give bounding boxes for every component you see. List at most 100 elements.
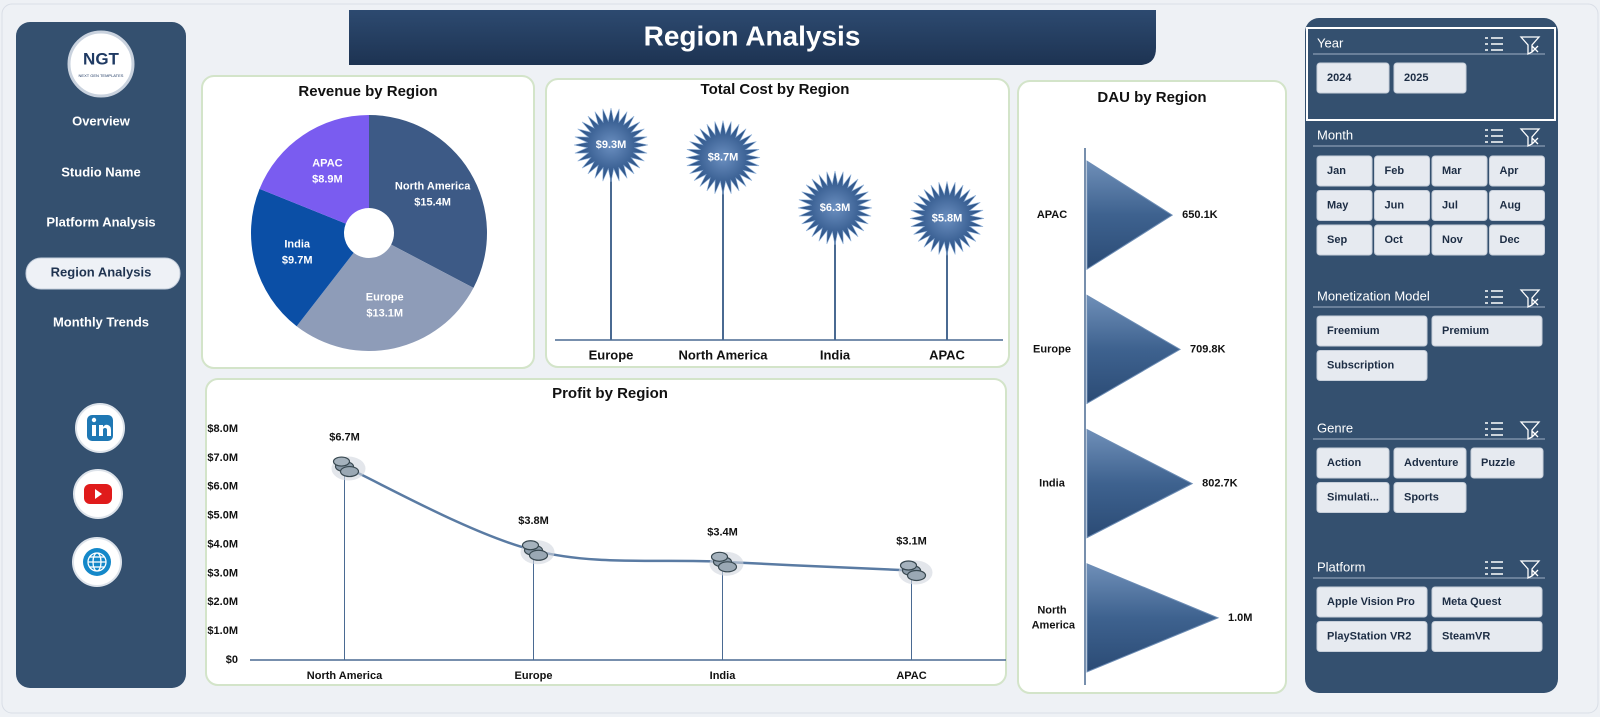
value-label: $3.1M bbox=[896, 535, 927, 547]
slice-category: Europe bbox=[366, 292, 404, 304]
x-tick-label: APAC bbox=[896, 670, 926, 682]
nav-item[interactable]: Monthly Trends bbox=[53, 314, 149, 329]
slicer-button[interactable] bbox=[1489, 190, 1545, 221]
x-tick-label: APAC bbox=[929, 347, 965, 362]
value-label: $3.4M bbox=[707, 527, 738, 539]
value-label: 802.7K bbox=[1202, 478, 1238, 490]
slicer-button-label: 2025 bbox=[1404, 72, 1428, 84]
x-tick-label: Europe bbox=[589, 347, 634, 362]
y-tick-label: $0 bbox=[226, 654, 238, 666]
value-label: $5.8M bbox=[932, 212, 963, 224]
slicer-button[interactable] bbox=[1489, 224, 1545, 256]
slicer-button[interactable] bbox=[1316, 482, 1390, 513]
slicer-title: Year bbox=[1317, 35, 1344, 50]
nav-item[interactable]: Platform Analysis bbox=[46, 214, 155, 229]
clear-filter-icon[interactable] bbox=[1519, 560, 1541, 580]
clear-filter-icon[interactable] bbox=[1519, 128, 1541, 148]
pie-slice bbox=[369, 115, 487, 288]
slicer-button-label: 2024 bbox=[1327, 72, 1352, 84]
slicer-button[interactable] bbox=[1374, 155, 1430, 187]
nav-item[interactable]: Studio Name bbox=[61, 164, 140, 179]
logo bbox=[67, 30, 135, 98]
slicer-button[interactable] bbox=[1431, 224, 1488, 256]
pie-slice bbox=[259, 115, 369, 224]
slicer-button[interactable] bbox=[1316, 224, 1373, 256]
y-tick-label: $5.0M bbox=[207, 510, 238, 522]
slicer-button[interactable] bbox=[1316, 586, 1428, 618]
slicer-title: Month bbox=[1317, 127, 1353, 142]
multi-select-icon[interactable] bbox=[1485, 129, 1503, 143]
dau-triangle bbox=[1086, 294, 1181, 405]
slicer-button[interactable] bbox=[1431, 155, 1488, 187]
multi-select-icon[interactable] bbox=[1485, 561, 1503, 575]
x-tick-label: Europe bbox=[515, 670, 553, 682]
slicer-button[interactable] bbox=[1393, 62, 1467, 94]
y-tick-label: $8.0M bbox=[207, 423, 238, 435]
slicer-button[interactable] bbox=[1431, 315, 1543, 347]
slicer-button[interactable] bbox=[1374, 224, 1430, 256]
slicer-button-label: Nov bbox=[1442, 234, 1464, 246]
slicer-button[interactable] bbox=[1393, 482, 1467, 513]
multi-select-icon[interactable] bbox=[1485, 290, 1503, 304]
chart-title: Profit by Region bbox=[552, 385, 668, 402]
value-label: 709.8K bbox=[1190, 343, 1226, 355]
y-tick-label: $3.0M bbox=[207, 567, 238, 579]
y-tick-label: $4.0M bbox=[207, 538, 238, 550]
slicer-title: Genre bbox=[1317, 420, 1353, 435]
coin bbox=[717, 561, 738, 573]
card bbox=[545, 78, 1010, 368]
slicer-button[interactable] bbox=[1489, 155, 1545, 187]
coin bbox=[899, 560, 918, 571]
slicer-button[interactable] bbox=[1316, 155, 1373, 187]
slicer-button[interactable] bbox=[1431, 621, 1543, 652]
slicer-button-label: Meta Quest bbox=[1442, 596, 1502, 608]
slice-value: $15.4M bbox=[414, 196, 451, 208]
coin bbox=[528, 549, 549, 561]
multi-select-icon[interactable] bbox=[1485, 422, 1503, 436]
slicer-button[interactable] bbox=[1316, 447, 1390, 479]
social-web[interactable] bbox=[72, 537, 122, 587]
coin bbox=[332, 456, 351, 467]
slicer-button[interactable] bbox=[1393, 447, 1467, 479]
y-tick-label: APAC bbox=[1037, 209, 1067, 221]
multi-select-icon[interactable] bbox=[1485, 37, 1503, 51]
slicer-button-label: Puzzle bbox=[1481, 457, 1515, 469]
value-label: $6.7M bbox=[329, 431, 360, 443]
slicer-button[interactable] bbox=[1431, 586, 1543, 618]
slicer-button-label: Sports bbox=[1404, 491, 1439, 503]
clear-filter-icon[interactable] bbox=[1519, 36, 1541, 56]
slicer-button[interactable] bbox=[1431, 190, 1488, 221]
dau-triangle bbox=[1086, 428, 1194, 539]
y-tick-label: Europe bbox=[1033, 343, 1071, 355]
nav-item[interactable]: Overview bbox=[72, 113, 131, 128]
clear-filter-icon[interactable] bbox=[1519, 289, 1541, 309]
y-tick-label: $7.0M bbox=[207, 452, 238, 464]
dau-triangle bbox=[1086, 160, 1174, 271]
slicer-button[interactable] bbox=[1316, 190, 1373, 221]
slicer-button[interactable] bbox=[1374, 190, 1430, 221]
chart-title: Revenue by Region bbox=[298, 83, 437, 100]
slicer-button[interactable] bbox=[1316, 315, 1428, 347]
cost-star bbox=[797, 170, 873, 245]
nav-item[interactable]: Region Analysis bbox=[51, 264, 152, 279]
x-tick-label: North America bbox=[678, 347, 768, 362]
slicer-button-label: Jun bbox=[1385, 199, 1405, 211]
social-linkedin[interactable] bbox=[75, 403, 125, 453]
slicer-title: Monetization Model bbox=[1317, 288, 1430, 303]
x-tick-label: North America bbox=[307, 670, 383, 682]
slice-value: $13.1M bbox=[366, 308, 403, 320]
logo-subtitle: NEXT GEN TEMPLATES bbox=[79, 73, 124, 78]
social-youtube[interactable] bbox=[73, 469, 123, 519]
slicer-button-label: Subscription bbox=[1327, 359, 1395, 371]
slicer-button[interactable] bbox=[1470, 447, 1544, 479]
slicer-button-label: Jul bbox=[1442, 199, 1458, 211]
slicer-button-label: Apple Vision Pro bbox=[1327, 596, 1415, 608]
slicer-button[interactable] bbox=[1316, 350, 1428, 381]
nav-active[interactable] bbox=[25, 257, 181, 290]
slicer-button-label: Feb bbox=[1385, 165, 1405, 177]
slicer-button[interactable] bbox=[1316, 62, 1390, 94]
slicer-button[interactable] bbox=[1316, 621, 1428, 652]
clear-filter-icon[interactable] bbox=[1519, 421, 1541, 441]
